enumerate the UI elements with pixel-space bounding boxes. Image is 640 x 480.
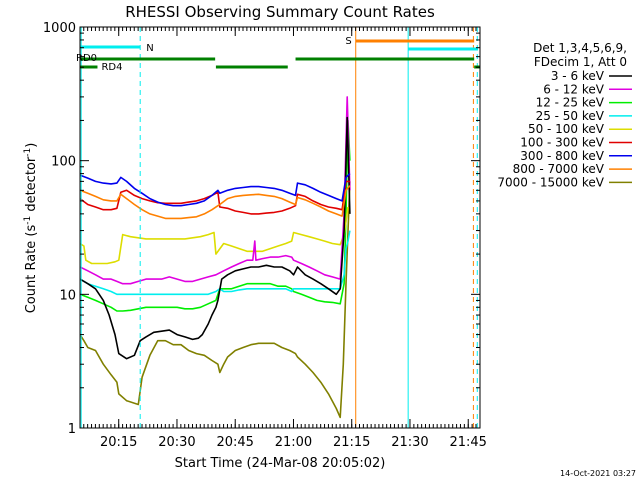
y-axis-label-sup2: -1 xyxy=(23,148,33,157)
y-axis-label: Count Rate (s-1 detector-1) xyxy=(23,143,39,314)
series-layer xyxy=(80,96,351,419)
legend-label-4: 25 - 50 keV xyxy=(536,109,605,123)
y-axis-label-main: Count Rate (s xyxy=(24,225,39,314)
axes-layer: 20:15 20:30 20:45 21:00 21:15 21:30 21:45 1 10 10… xyxy=(43,21,487,450)
series-line-5 xyxy=(80,206,349,265)
legend-label-8: 800 - 7000 keV xyxy=(513,162,605,176)
flag-label-4: RD0 xyxy=(76,53,97,64)
footer-timestamp: 14-Oct-2021 03:27 xyxy=(560,469,636,478)
plot-frame xyxy=(79,26,481,429)
x-tick-label-7: 21:45 xyxy=(449,435,486,450)
series-line-4 xyxy=(80,230,351,296)
flag-label-1: N xyxy=(146,43,153,54)
series-line-8 xyxy=(80,185,351,220)
series-line-2 xyxy=(80,96,351,285)
legend-label-2: 6 - 12 keV xyxy=(543,82,605,96)
flag-label-6: RD4 xyxy=(101,62,122,73)
y-axis-label-mid: detector xyxy=(24,156,39,216)
series-line-1 xyxy=(80,116,351,360)
legend-label-9: 7000 - 15000 keV xyxy=(497,175,604,189)
y-axis-label-end: ) xyxy=(24,143,39,148)
series-line-7 xyxy=(80,173,351,207)
x-tick-label-6: 21:30 xyxy=(391,435,428,450)
y-tick-label-2: 10 xyxy=(59,288,76,303)
x-tick-label-5: 21:15 xyxy=(333,435,370,450)
series-line-3 xyxy=(80,119,351,312)
legend: Det 1,3,4,5,6,9, FDecim 1, Att 0 3 - 6 k… xyxy=(497,41,632,189)
legend-label-1: 3 - 6 keV xyxy=(551,69,605,83)
legend-label-5: 50 - 100 keV xyxy=(528,122,605,136)
flag-label-2: S xyxy=(345,36,351,47)
x-tick-label-2: 20:30 xyxy=(158,435,195,450)
series-line-9 xyxy=(80,181,351,419)
legend-label-3: 12 - 25 keV xyxy=(536,96,605,110)
legend-label-7: 300 - 800 keV xyxy=(520,149,604,163)
y-axis-label-sup1: -1 xyxy=(23,216,33,225)
x-tick-label-3: 20:45 xyxy=(216,435,253,450)
x-tick-label-4: 21:00 xyxy=(275,435,312,450)
series-line-6 xyxy=(80,180,350,215)
y-tick-label-4: 1000 xyxy=(43,21,76,36)
x-axis-label: Start Time (24-Mar-08 20:05:02) xyxy=(175,456,386,471)
chart-title: RHESSI Observing Summary Count Rates xyxy=(125,3,435,21)
x-tick-label-1: 20:15 xyxy=(100,435,137,450)
y-tick-label-3: 100 xyxy=(51,155,76,170)
legend-header-line-2: FDecim 1, Att 0 xyxy=(534,55,627,69)
y-tick-label-1: 1 xyxy=(68,422,76,437)
legend-label-6: 100 - 300 keV xyxy=(520,136,604,150)
legend-header-line-1: Det 1,3,4,5,6,9, xyxy=(533,41,627,55)
annotation-layer: N S RD0 RD4 xyxy=(76,27,480,428)
